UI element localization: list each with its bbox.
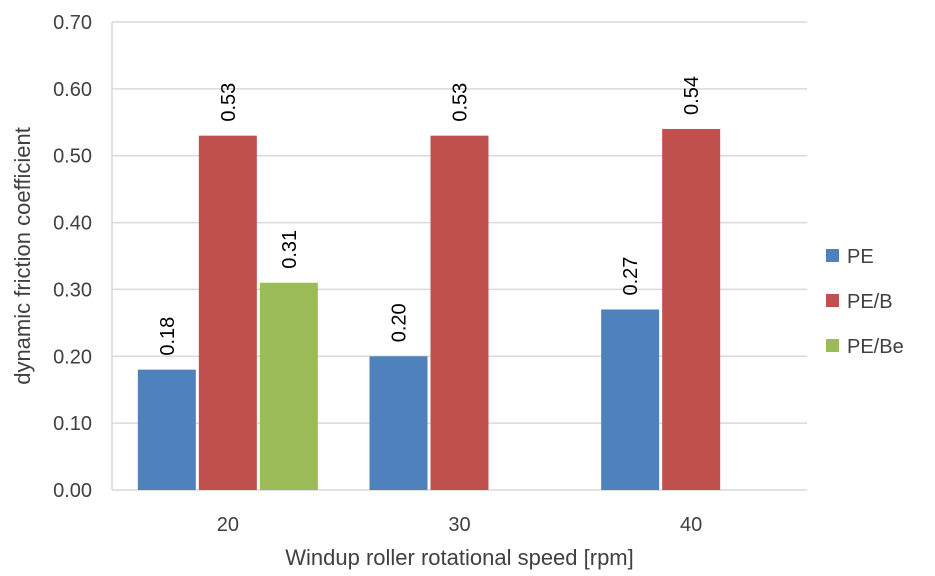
bar-pe-b-30: [430, 135, 489, 490]
y-tick-label: 0.70: [53, 12, 92, 34]
legend-label: PE/B: [847, 291, 893, 313]
y-tick-label: 0.00: [53, 480, 92, 502]
y-tick-label: 0.30: [53, 279, 92, 301]
x-tick-label: 20: [217, 514, 239, 536]
bar-pe-b-40: [662, 128, 721, 490]
data-label: 0.31: [279, 230, 301, 269]
data-label: 0.54: [681, 76, 703, 115]
x-tick-label: 40: [680, 514, 702, 536]
bar-pe-be-20: [259, 282, 318, 490]
x-tick-label: 30: [448, 514, 470, 536]
y-tick-label: 0.10: [53, 413, 92, 435]
data-label: 0.20: [389, 303, 411, 342]
y-tick-label: 0.50: [53, 146, 92, 168]
legend-label: PE/Be: [847, 336, 904, 358]
legend-swatch-pe-be: [826, 339, 839, 352]
bar-pe-40: [601, 309, 660, 490]
legend: PE PE/B PE/Be: [826, 246, 904, 358]
y-tick-label: 0.20: [53, 346, 92, 368]
y-tick-label: 0.40: [53, 213, 92, 235]
bar-pe-20: [137, 369, 196, 490]
bar-pe-30: [369, 356, 428, 490]
legend-label: PE: [847, 246, 874, 268]
data-label: 0.18: [157, 317, 179, 356]
y-tick-label: 0.60: [53, 79, 92, 101]
y-axis-title: dynamic friction coefficient: [10, 127, 35, 385]
legend-swatch-pe-b: [826, 294, 839, 307]
data-label: 0.27: [620, 257, 642, 296]
bars: [137, 128, 721, 490]
x-axis-ticks: 20 30 40: [217, 514, 703, 536]
y-axis-ticks: 0.00 0.10 0.20 0.30 0.40 0.50 0.60 0.70: [53, 12, 92, 502]
legend-swatch-pe: [826, 249, 839, 262]
data-label: 0.53: [450, 83, 472, 122]
x-axis-title: Windup roller rotational speed [rpm]: [285, 545, 634, 570]
data-labels: 0.18 0.53 0.31 0.20 0.53 0.27 0.54: [157, 76, 703, 356]
data-label: 0.53: [218, 83, 240, 122]
bar-pe-b-20: [198, 135, 257, 490]
